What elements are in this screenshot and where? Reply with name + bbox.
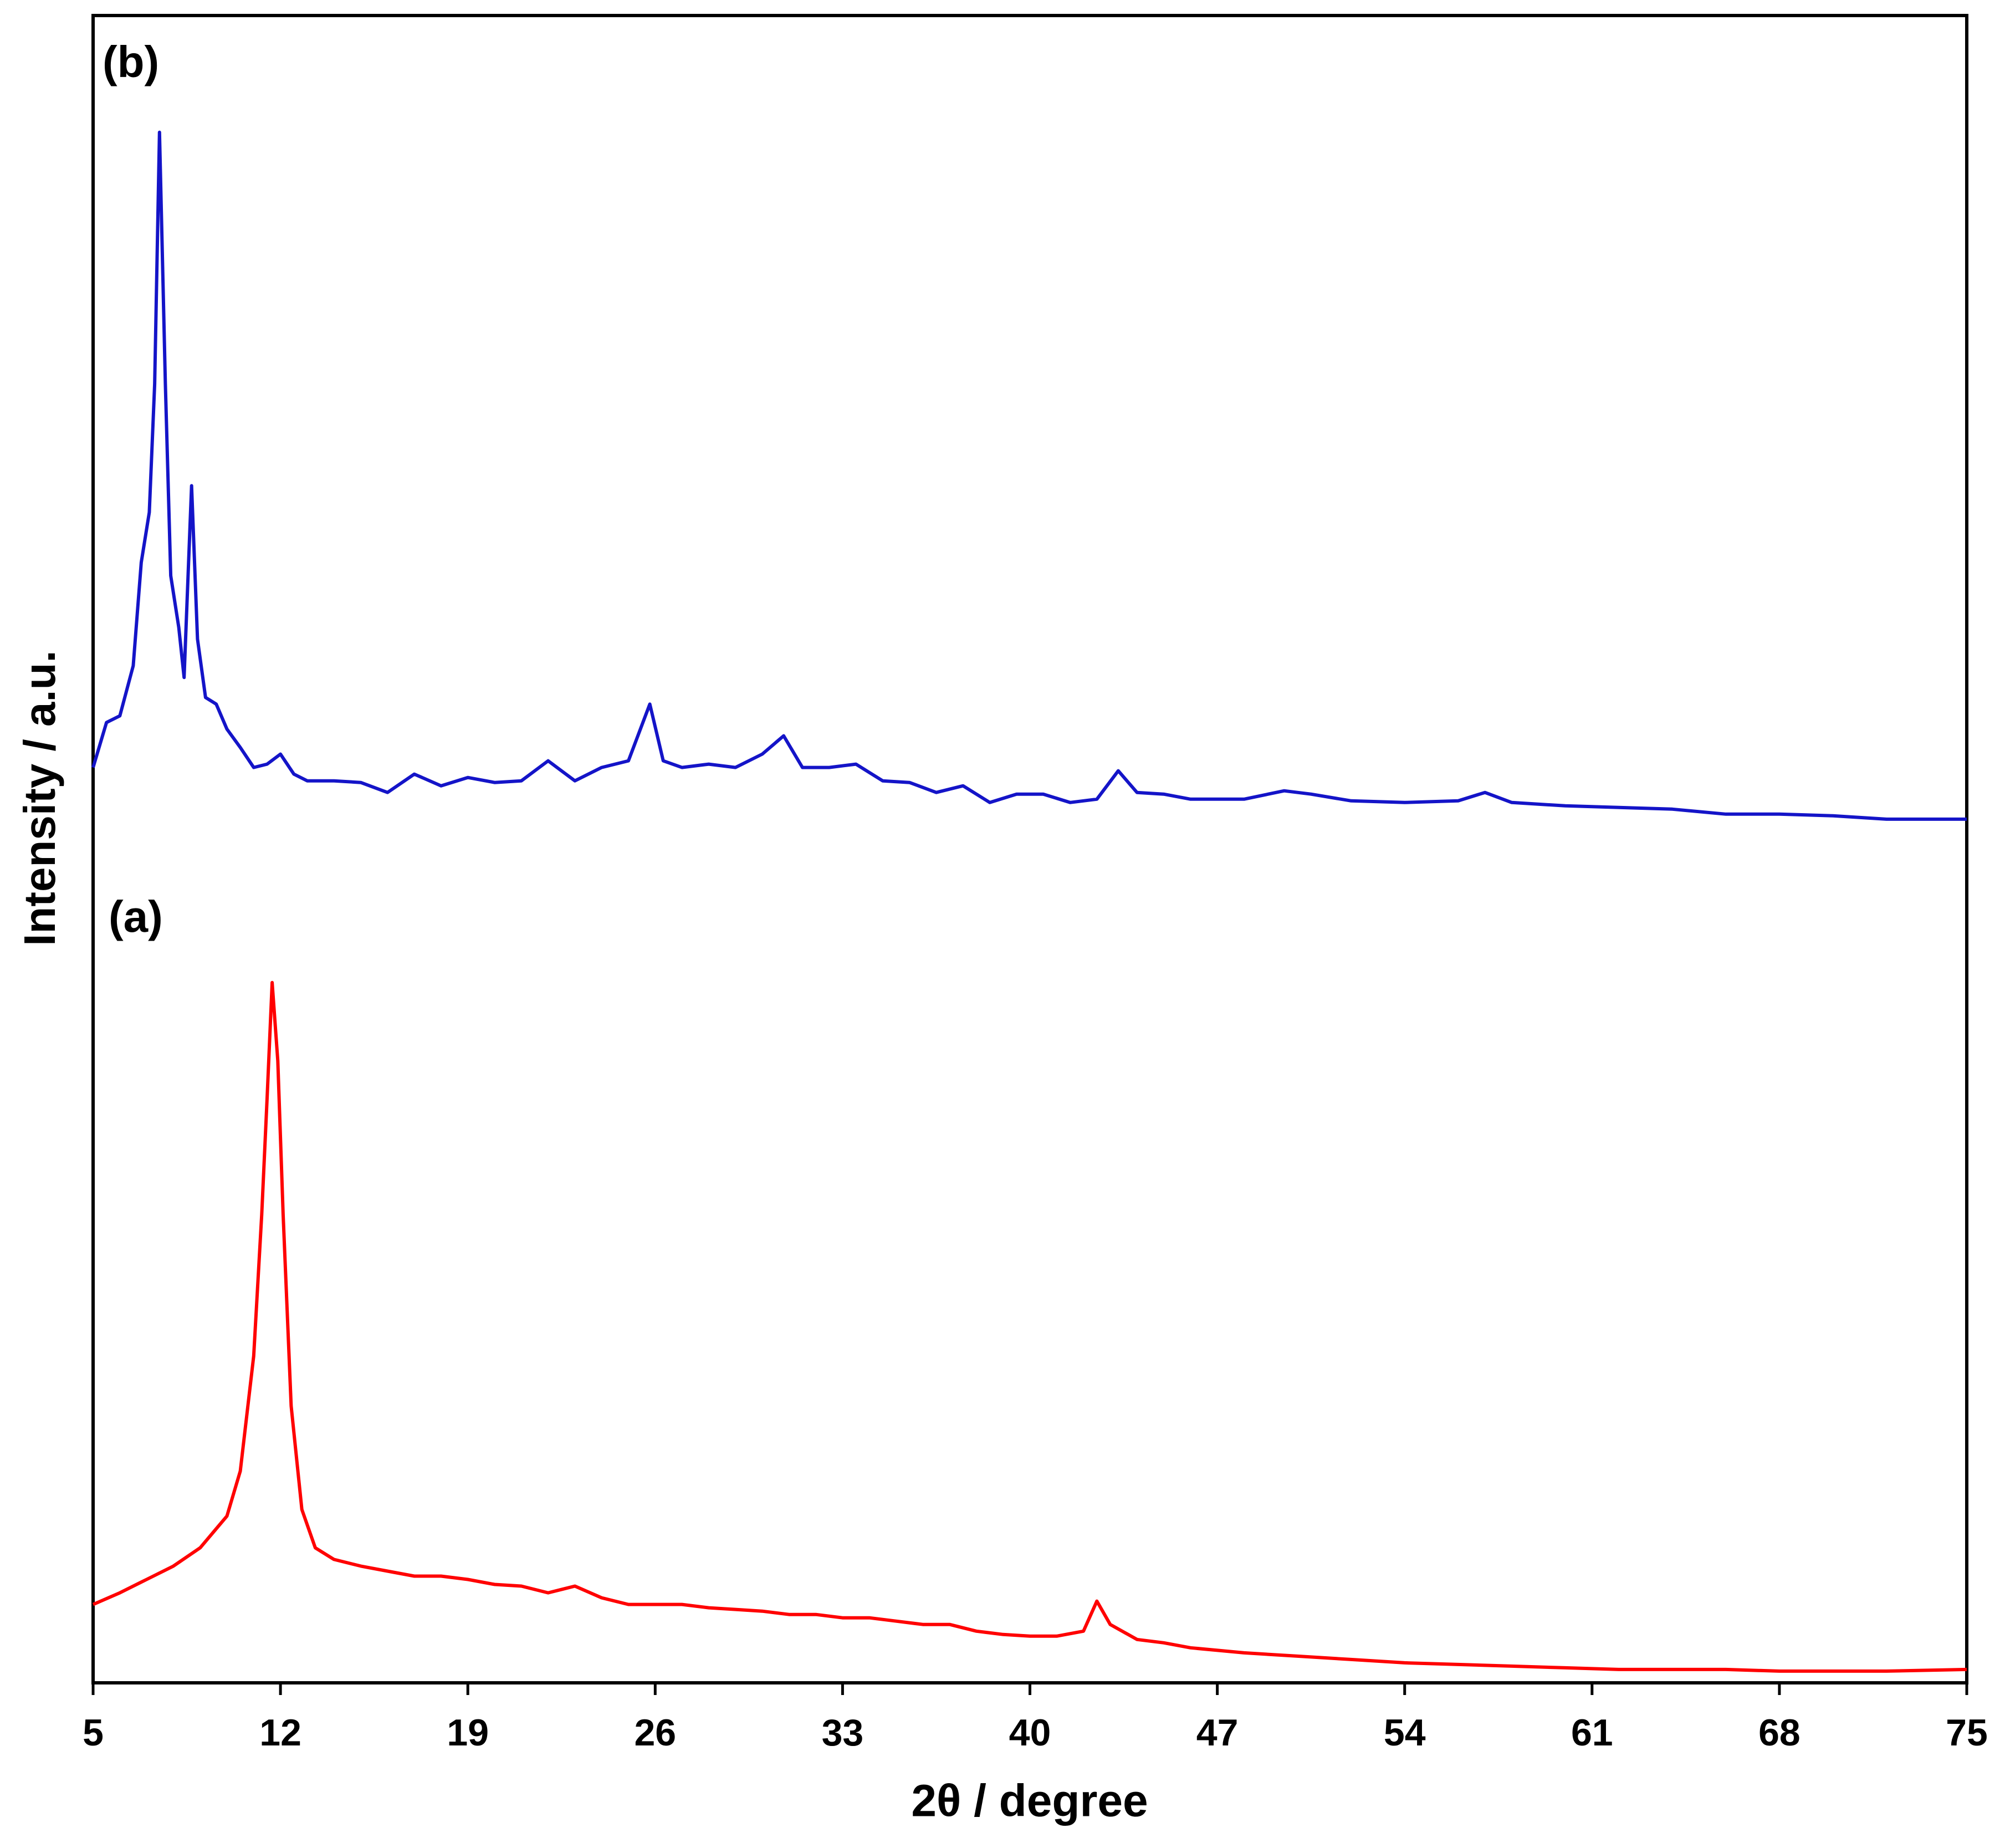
curve-label: (b)	[103, 37, 159, 86]
x-tick-label: 75	[1946, 1712, 1988, 1754]
data-line	[91, 130, 1967, 821]
x-tick-label: 68	[1758, 1712, 1801, 1754]
x-axis-label: 2θ / degree	[911, 1776, 1148, 1826]
x-tick-label: 47	[1196, 1712, 1239, 1754]
x-tick-label: 33	[822, 1712, 864, 1754]
plot-frame	[91, 14, 1968, 1684]
x-tick-label: 5	[83, 1712, 104, 1754]
x-tick-label: 40	[1009, 1712, 1051, 1754]
y-axis-label: Intensity / a.u.	[15, 650, 64, 946]
x-tick-label: 12	[259, 1712, 301, 1754]
data-line	[92, 981, 1967, 1673]
x-tick-label: 54	[1384, 1712, 1426, 1754]
x-tick-label: 26	[634, 1712, 676, 1754]
x-tick-label: 19	[447, 1712, 489, 1754]
curve-label: (a)	[109, 892, 163, 941]
x-tick-label: 61	[1571, 1712, 1613, 1754]
